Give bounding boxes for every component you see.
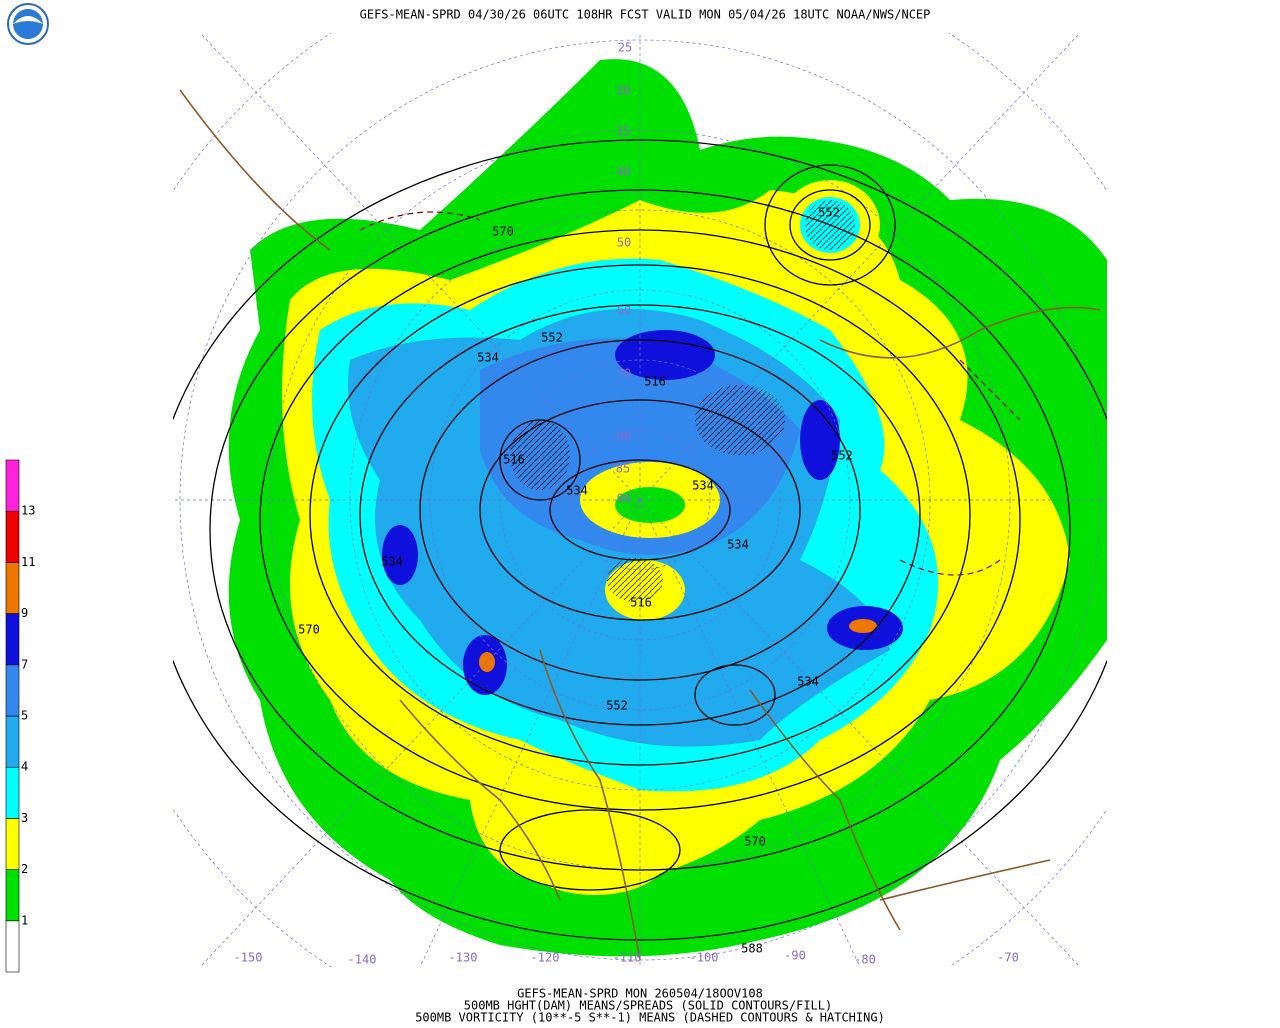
- latitude-label: 90: [617, 492, 631, 506]
- color-tick-label: 3: [21, 811, 28, 825]
- color-tick-label: 1: [21, 913, 28, 927]
- title: GEFS-MEAN-SPRD 04/30/26 06UTC 108HR FCST…: [360, 8, 931, 22]
- contour-label: 534: [381, 555, 403, 569]
- latitude-label: 60: [617, 304, 631, 318]
- contour-label: 534: [797, 675, 819, 689]
- contour-label: 552: [831, 449, 853, 463]
- color-band: [5, 664, 20, 717]
- latitude-label: 35: [616, 125, 630, 139]
- color-tick-label: 13: [21, 504, 35, 518]
- footer-line: 500MB VORTICITY (10**-5 S**-1) MEANS (DA…: [415, 1011, 885, 1025]
- contour-label: 534: [727, 538, 749, 552]
- color-tick-label: 5: [21, 709, 28, 723]
- latitude-label: 50: [617, 236, 631, 250]
- longitude-label: -80: [854, 953, 876, 967]
- color-band: [5, 613, 20, 666]
- contour-label: 516: [644, 375, 666, 389]
- footer-line: 500MB HGHT(DAM) MEANS/SPREADS (SOLID CON…: [464, 999, 832, 1013]
- contour-label: 588: [741, 942, 763, 956]
- color-band: [5, 766, 20, 819]
- contour-label: 534: [566, 484, 588, 498]
- longitude-label: -140: [348, 953, 377, 967]
- latitude-label: 40: [616, 165, 630, 179]
- contour-label: 552: [541, 331, 563, 345]
- longitude-label: -70: [997, 951, 1019, 965]
- color-band: [5, 920, 20, 973]
- footer-line: GEFS-MEAN-SPRD MON 260504/18OOV108: [517, 987, 763, 1001]
- color-tick-label: 11: [21, 555, 35, 569]
- longitude-labels: -150 -140 -130 -120 -110 -100 -90 -80 -7…: [234, 949, 1019, 967]
- color-band: [5, 818, 20, 870]
- color-band: [5, 459, 20, 512]
- contour-label: 516: [503, 453, 525, 467]
- longitude-label: -120: [531, 951, 560, 965]
- contour-label: 570: [744, 835, 766, 849]
- color-tick-label: 7: [21, 657, 28, 671]
- map: [173, 33, 1107, 967]
- color-tick-label: 2: [21, 862, 28, 876]
- color-tick-label: 9: [21, 606, 28, 620]
- latitude-label: 80: [617, 430, 631, 444]
- latitude-label: 25: [618, 41, 632, 55]
- color-tick-label: 4: [21, 760, 28, 774]
- color-band: [5, 715, 20, 768]
- longitude-label: -130: [449, 951, 478, 965]
- color-bar: 1 2 3 4 5 7 9 11 13: [5, 459, 35, 973]
- color-band: [5, 510, 20, 563]
- color-band: [5, 562, 20, 614]
- longitude-label: -90: [784, 949, 806, 963]
- contour-label: 534: [692, 479, 714, 493]
- contour-label: 534: [477, 351, 499, 365]
- color-band: [5, 869, 20, 922]
- contour-labels: 570 552 534 552 516 534 534 552 534 534 …: [298, 206, 853, 956]
- longitude-label: -110: [613, 951, 642, 965]
- latitude-label: 70: [617, 367, 631, 381]
- latitude-labels: 25 30 35 40 50 60 70 80 85 90: [616, 41, 632, 506]
- noaa-logo: [7, 3, 49, 45]
- contour-label: 516: [630, 596, 652, 610]
- longitude-label: -100: [690, 951, 719, 965]
- contour-label: 552: [818, 206, 840, 220]
- longitude-label: -150: [234, 951, 263, 965]
- contour-label: 552: [606, 699, 628, 713]
- contour-label: 570: [492, 225, 514, 239]
- contour-label: 570: [298, 623, 320, 637]
- latitude-label: 30: [616, 84, 630, 98]
- latitude-label: 85: [616, 462, 630, 476]
